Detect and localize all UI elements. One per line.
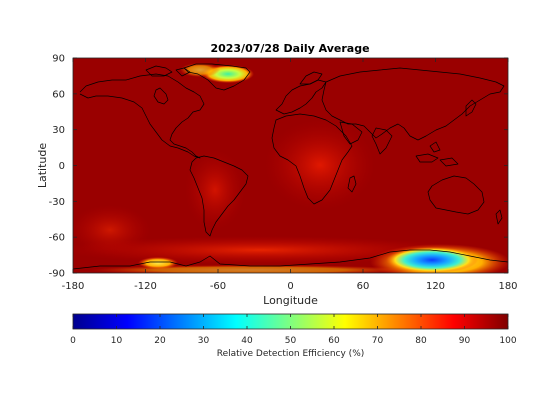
antarctic-coast-band <box>90 265 410 273</box>
colorbar-tick-label: 90 <box>459 336 471 346</box>
colorbar-tick-label: 80 <box>415 336 427 346</box>
arctic-islands-coastline <box>145 65 191 77</box>
north-america-coastline <box>79 73 205 159</box>
new-zealand-coastline <box>495 209 503 225</box>
colorbar-tick-label: 70 <box>372 336 384 346</box>
southern-ocean-band <box>73 236 460 264</box>
y-tick-label: 60 <box>52 89 65 100</box>
australia-coastline <box>427 175 485 215</box>
x-tick-label: 180 <box>498 281 517 292</box>
colorbar-tick-label: 40 <box>241 336 253 346</box>
x-tick-label: 0 <box>287 281 293 292</box>
y-tick-label: 30 <box>52 125 65 136</box>
y-tick-label: -30 <box>49 197 65 208</box>
colorbar-tick-label: 50 <box>285 336 297 346</box>
coastlines <box>73 63 508 270</box>
x-tick-label: 60 <box>357 281 370 292</box>
colorbar-label: Relative Detection Efficiency (%) <box>217 349 365 359</box>
madagascar-coastline <box>347 175 357 193</box>
arctic-warm-region <box>180 63 220 77</box>
india-coastline <box>371 127 393 155</box>
south-america-region <box>185 150 245 230</box>
scandinavia-coastline <box>299 71 323 85</box>
colorbar-tick-label: 60 <box>328 336 340 346</box>
y-axis: 90 60 30 0 -30 -60 -90 Latitude <box>36 54 508 280</box>
x-axis-label: Longitude <box>263 294 318 307</box>
greenland-coastline <box>183 63 251 91</box>
colorbar-tick-label: 100 <box>499 336 516 346</box>
south-america-coastline <box>189 155 249 237</box>
x-axis: -180 -120 -60 0 60 120 180 Longitude <box>62 58 518 307</box>
y-tick-label: 0 <box>59 161 65 172</box>
europe-coastline <box>275 79 327 115</box>
colorbar-tick-label: 20 <box>154 336 166 346</box>
africa-coastline <box>271 113 353 205</box>
colorbar-tick-label: 10 <box>111 336 123 346</box>
x-tick-label: 120 <box>426 281 445 292</box>
x-tick-label: -60 <box>210 281 226 292</box>
hudson-bay-coastline <box>153 87 169 105</box>
southeast-asia-islands-coastline <box>415 141 459 167</box>
equatorial-africa-region <box>265 120 375 210</box>
colorbar-tick-label: 30 <box>198 336 210 346</box>
asia-coastline <box>321 67 505 141</box>
y-tick-label: -90 <box>49 269 65 280</box>
map-area <box>73 58 508 273</box>
y-axis-label: Latitude <box>36 143 49 189</box>
colorbar-tick-label: 0 <box>70 336 76 346</box>
x-tick-label: -180 <box>62 281 85 292</box>
map-title: 2023/07/28 Daily Average <box>210 42 369 55</box>
colorbar: 0 10 20 30 40 50 60 70 80 90 100 Relative Detectio… <box>70 313 517 359</box>
y-tick-label: -60 <box>49 233 65 244</box>
south-pacific-region <box>73 205 150 255</box>
x-tick-label: -120 <box>134 281 157 292</box>
y-tick-label: 90 <box>52 54 65 65</box>
antarctic-low-efficiency-region <box>386 247 478 273</box>
antarctica-coastline <box>73 249 508 270</box>
japan-coastline <box>465 99 477 117</box>
arabia-coastline <box>339 121 363 145</box>
